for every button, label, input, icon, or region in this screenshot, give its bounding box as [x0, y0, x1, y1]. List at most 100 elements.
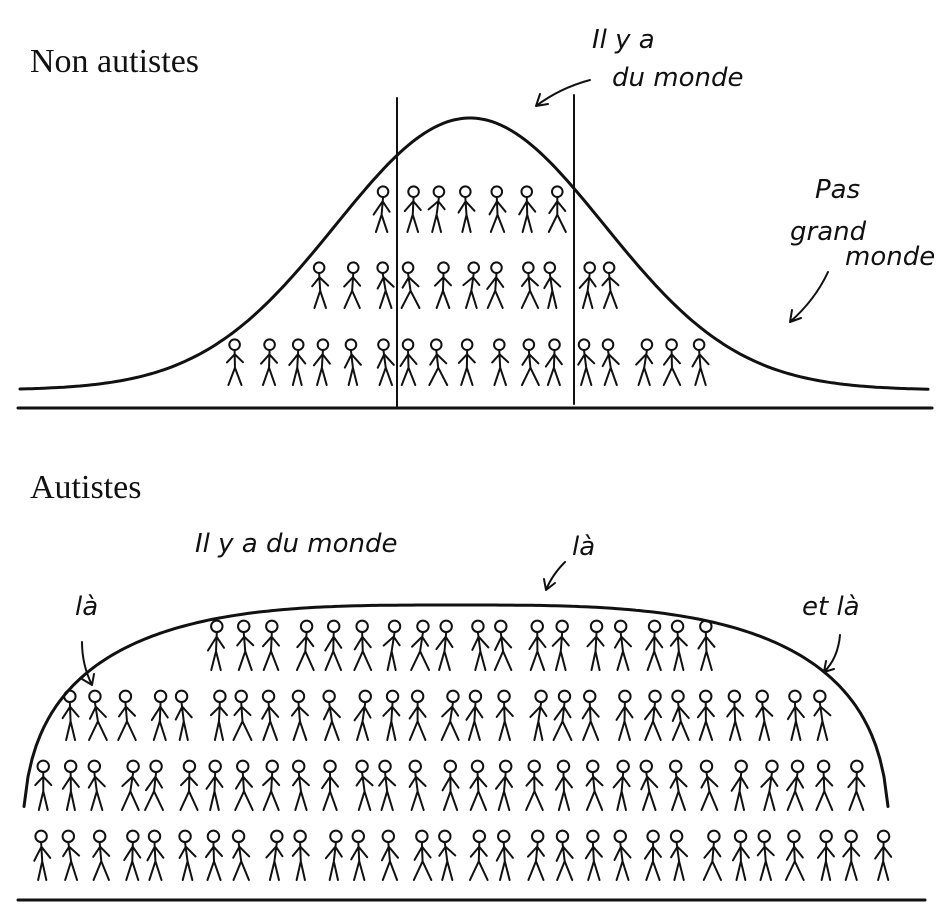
stick-figure — [435, 619, 454, 671]
stick-figure — [495, 759, 514, 811]
stick-figure — [205, 759, 224, 811]
stick-figure — [577, 338, 596, 386]
stick-figure — [438, 829, 457, 881]
stick-figure — [262, 759, 281, 811]
bell-curve — [18, 116, 930, 391]
stick-figure — [353, 689, 372, 741]
stick-figure — [847, 759, 866, 811]
stick-figure — [382, 619, 402, 671]
stick-figure — [324, 829, 343, 881]
stick-figure — [179, 759, 199, 811]
stick-figure — [372, 185, 391, 233]
stick-figure — [61, 689, 80, 741]
stick-figure — [491, 338, 510, 386]
stick-figure — [601, 338, 620, 386]
stick-figure — [117, 689, 137, 741]
stick-figure — [427, 185, 446, 233]
stick-figure — [726, 689, 745, 741]
stick-figure — [671, 689, 690, 741]
stick-figure — [380, 829, 399, 881]
stick-figure — [291, 829, 310, 881]
stick-figure — [495, 689, 514, 741]
stick-figure — [120, 759, 140, 811]
stick-figure — [400, 261, 421, 309]
stick-figure — [612, 759, 631, 811]
annotation: et là — [802, 592, 860, 622]
stick-figure — [61, 759, 80, 811]
stick-figure — [412, 829, 433, 881]
annotation: du monde — [612, 63, 743, 93]
stick-figure — [526, 829, 545, 881]
people — [33, 185, 893, 881]
stick-figure — [493, 619, 513, 671]
stick-figure — [408, 759, 427, 811]
stick-figure — [410, 619, 431, 671]
stick-figure — [350, 829, 369, 881]
stick-figure — [842, 829, 861, 881]
stick-figure — [662, 338, 682, 386]
stick-figure — [760, 759, 779, 811]
stick-figure — [382, 689, 401, 741]
stick-figure — [291, 759, 310, 811]
annotation: Il y a du monde — [195, 529, 397, 559]
stick-figure — [874, 829, 893, 881]
stick-figure — [669, 759, 688, 811]
stick-figure — [408, 689, 427, 741]
stick-figure — [88, 689, 108, 741]
stick-figure — [378, 759, 397, 811]
stick-figure — [146, 829, 165, 881]
annotation: Pas — [815, 175, 860, 205]
stick-figure — [343, 338, 362, 386]
stick-figure — [669, 829, 689, 881]
stick-figure — [551, 619, 570, 671]
annotation: là — [75, 592, 98, 622]
stick-figure — [471, 619, 490, 671]
stick-figure — [231, 829, 251, 881]
stick-figure — [144, 759, 164, 811]
stick-figure — [518, 185, 537, 233]
stick-figure — [554, 759, 573, 811]
stick-figure — [529, 689, 548, 741]
stick-figure — [756, 829, 775, 881]
stick-figure — [645, 619, 664, 671]
stick-figure — [295, 619, 315, 671]
stick-figure — [376, 261, 395, 309]
stick-figure — [312, 338, 331, 386]
stick-figure — [232, 689, 253, 741]
stick-figure — [784, 829, 805, 881]
arrow — [543, 561, 566, 591]
stick-figure — [457, 338, 476, 386]
stick-figure — [290, 689, 309, 741]
stick-figure — [669, 619, 688, 671]
annotation: Il y a — [592, 25, 655, 55]
stick-figure — [552, 689, 573, 741]
stick-figure — [639, 759, 659, 811]
stick-figure — [92, 829, 111, 881]
stick-figure — [643, 829, 662, 881]
stick-figure — [353, 619, 373, 671]
stick-figure — [225, 338, 244, 386]
stick-figure — [731, 829, 750, 881]
stick-figure — [178, 829, 197, 881]
stick-figure — [343, 261, 362, 309]
stick-figure — [816, 829, 835, 881]
annotation: là — [572, 532, 595, 562]
stick-figure — [613, 619, 632, 671]
stick-figure — [261, 689, 280, 741]
stick-figure — [265, 829, 284, 881]
stick-figure — [697, 619, 716, 671]
stick-figure — [615, 689, 634, 741]
stick-figure — [321, 759, 340, 811]
stick-figure — [786, 689, 805, 741]
stick-figure — [486, 261, 505, 309]
stick-figure — [288, 338, 307, 386]
stick-figure — [613, 829, 632, 881]
stick-figure — [209, 689, 228, 741]
stick-figure — [457, 185, 476, 233]
stick-figure — [428, 338, 449, 386]
annotation: monde — [845, 242, 935, 272]
stick-figure — [691, 338, 710, 386]
panel-title: Autistes — [30, 469, 141, 506]
stick-figure — [813, 689, 832, 741]
